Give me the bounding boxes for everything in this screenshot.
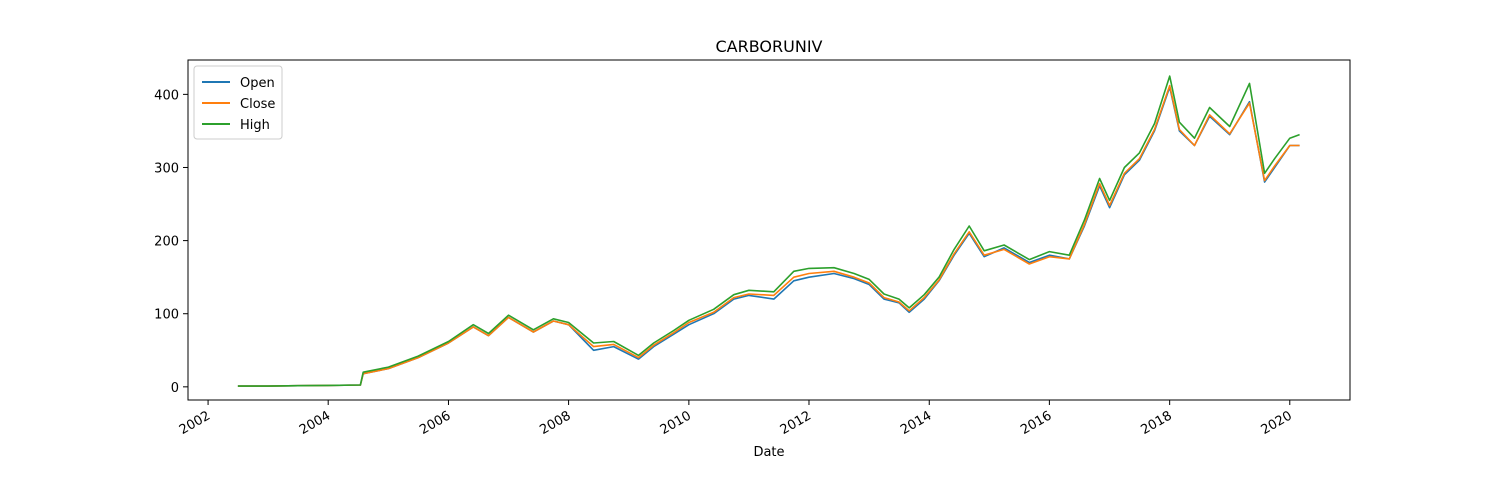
legend: Open Close High bbox=[193, 65, 283, 140]
legend-label-open: Open bbox=[240, 76, 275, 91]
y-axis: 0 100 200 300 400 bbox=[154, 88, 188, 396]
y-tick-label: 200 bbox=[154, 235, 179, 250]
plot-frame bbox=[187, 59, 1351, 401]
x-axis-label: Date bbox=[753, 445, 784, 460]
x-tick-label: 2016 bbox=[1018, 408, 1054, 438]
x-tick-label: 2002 bbox=[177, 408, 213, 438]
x-tick-label: 2010 bbox=[658, 408, 694, 438]
series-layer bbox=[237, 75, 1300, 387]
series-line-open bbox=[237, 86, 1300, 387]
y-tick-label: 0 bbox=[171, 381, 179, 396]
x-tick-label: 2018 bbox=[1139, 408, 1175, 438]
x-tick-label: 2006 bbox=[417, 408, 453, 438]
x-tick-label: 2012 bbox=[778, 408, 814, 438]
y-tick-label: 300 bbox=[154, 161, 179, 176]
x-axis: 2002 2004 2006 2008 2010 2012 2014 2016 2018 2020 bbox=[177, 400, 1295, 438]
legend-box bbox=[193, 65, 283, 140]
x-tick-label: 2004 bbox=[297, 408, 333, 438]
series-line-close bbox=[237, 84, 1300, 387]
legend-label-high: High bbox=[240, 118, 270, 133]
legend-label-close: Close bbox=[240, 97, 275, 112]
y-tick-label: 400 bbox=[154, 88, 179, 103]
y-tick-label: 100 bbox=[154, 308, 179, 323]
x-tick-label: 2008 bbox=[537, 408, 573, 438]
x-tick-label: 2020 bbox=[1259, 408, 1295, 438]
x-tick-label: 2014 bbox=[898, 408, 934, 438]
chart-title: CARBORUNIV bbox=[716, 37, 823, 56]
series-line-high bbox=[237, 75, 1300, 387]
